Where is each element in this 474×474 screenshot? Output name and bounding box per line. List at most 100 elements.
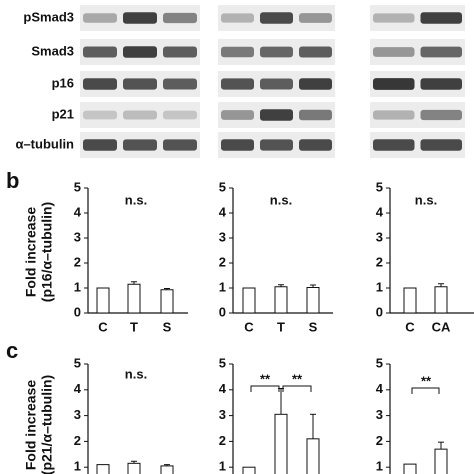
blot-band (420, 78, 462, 90)
y-tick-label: 2 (219, 433, 226, 448)
y-tick-label: 3 (74, 229, 81, 244)
significance-bracket (282, 385, 312, 392)
bar (306, 438, 320, 474)
blot-band (221, 139, 254, 151)
x-tick-label: CA (432, 319, 451, 334)
y-tick-label: 1 (219, 279, 226, 294)
bar (274, 286, 288, 314)
y-tick-label: 2 (376, 254, 383, 269)
blot-band (299, 46, 332, 58)
y-tick-label: 1 (74, 459, 81, 474)
blot-band (420, 46, 462, 58)
bar (127, 462, 141, 474)
blot-band (299, 13, 332, 23)
blot-band (373, 110, 415, 120)
bar (434, 286, 448, 314)
panel-label: c (6, 338, 18, 363)
bar (160, 465, 174, 474)
blot-band (163, 46, 197, 58)
blot-band (123, 46, 157, 58)
x-tick-label: S (309, 319, 318, 334)
blot-band (299, 109, 332, 121)
blot-band (163, 110, 197, 120)
y-tick-label: 1 (376, 459, 383, 474)
blot-band (420, 12, 462, 24)
y-tick-label: 5 (74, 355, 81, 370)
bar (274, 413, 288, 474)
bar (242, 466, 256, 474)
annotation: n.s. (415, 192, 437, 207)
blot-band (163, 139, 197, 151)
y-tick-label: 5 (74, 179, 81, 194)
y-tick-label: 2 (74, 254, 81, 269)
blot-label: α–tubulin (15, 136, 74, 151)
y-tick-label: 2 (219, 254, 226, 269)
blot-band (83, 139, 117, 151)
x-tick-label: C (405, 319, 415, 334)
y-tick-label: 0 (376, 304, 383, 319)
y-tick-label: 3 (74, 407, 81, 422)
blot-band (299, 139, 332, 151)
bar (96, 464, 110, 474)
blot-band (260, 46, 293, 58)
y-tick-label: 5 (376, 355, 383, 370)
annotation: n.s. (125, 192, 147, 207)
bar (403, 463, 417, 474)
x-tick-label: S (163, 319, 172, 334)
blot-label: p16 (52, 75, 74, 90)
blot-band (123, 78, 157, 90)
blot-band (260, 12, 293, 24)
y-tick-label: 5 (219, 355, 226, 370)
bar (96, 287, 110, 314)
y-tick-label: 5 (376, 179, 383, 194)
blot-label: pSmad3 (23, 9, 74, 24)
y-tick-label: 1 (219, 459, 226, 474)
blot-label: Smad3 (31, 43, 74, 58)
blot-band (123, 12, 157, 24)
significance-bracket (250, 385, 280, 392)
blot-band (373, 47, 415, 57)
y-tick-label: 4 (219, 204, 227, 219)
blot-band (221, 13, 254, 23)
annotation: ** (421, 373, 432, 388)
x-tick-label: C (98, 319, 108, 334)
panel-label: b (6, 168, 19, 193)
blot-band (221, 110, 254, 120)
y-tick-label: 3 (376, 229, 383, 244)
bar (242, 287, 256, 314)
blot-band (260, 78, 293, 90)
y-tick-label: 5 (219, 179, 226, 194)
blot-band (299, 78, 332, 90)
annotation: n.s. (125, 366, 147, 381)
x-tick-label: C (244, 319, 254, 334)
blot-band (163, 12, 197, 24)
significance-bracket (411, 387, 440, 394)
y-tick-label: 3 (219, 407, 226, 422)
blot-band (83, 46, 117, 58)
y-tick-label: 4 (74, 381, 82, 396)
blot-band (373, 78, 415, 90)
bar (127, 283, 141, 314)
blot-band (420, 139, 462, 151)
blot-band (123, 139, 157, 151)
annotation: ** (260, 371, 271, 386)
blot-band (221, 78, 254, 90)
bar (160, 289, 174, 314)
blot-band (420, 109, 462, 121)
y-tick-label: 2 (74, 433, 81, 448)
y-tick-label: 4 (376, 381, 384, 396)
x-tick-label: T (277, 319, 285, 334)
bar (434, 448, 448, 474)
y-tick-label: 0 (74, 304, 81, 319)
blot-band (163, 78, 197, 90)
y-axis-label: Fold increase (23, 207, 39, 297)
blot-band (373, 13, 415, 23)
y-tick-label: 3 (219, 229, 226, 244)
y-axis-label: Fold increase (23, 380, 39, 470)
x-tick-label: T (130, 319, 138, 334)
annotation: n.s. (270, 192, 292, 207)
blot-label: p21 (52, 106, 74, 121)
bar (306, 287, 320, 314)
y-tick-label: 4 (376, 204, 384, 219)
